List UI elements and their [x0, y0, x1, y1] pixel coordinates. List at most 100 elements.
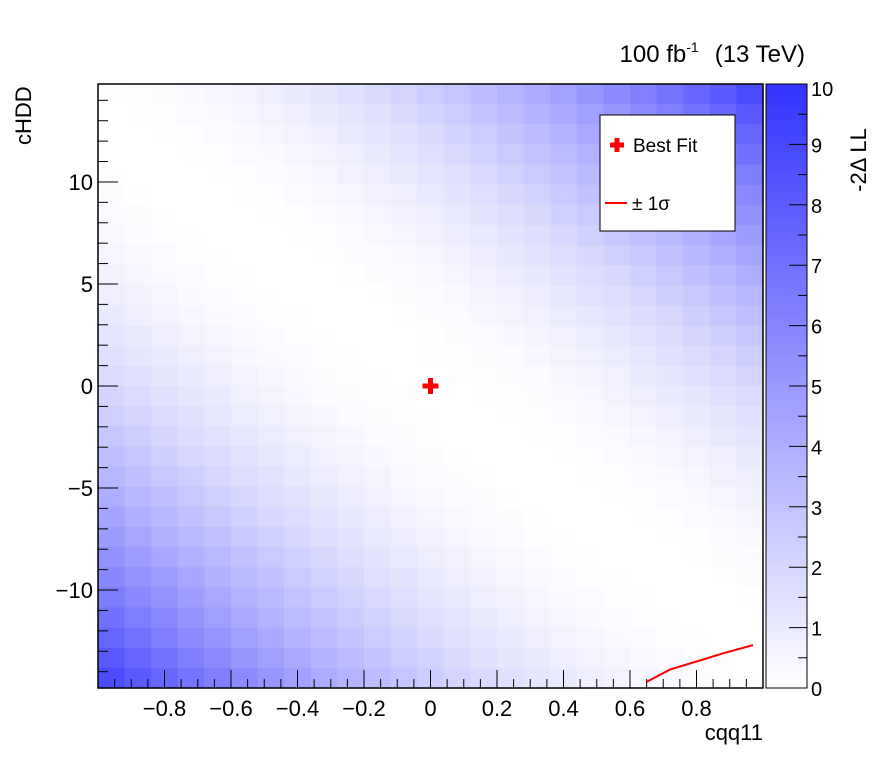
- heatmap-cell: [576, 607, 604, 629]
- heatmap-cell: [390, 345, 418, 367]
- heatmap-cell: [124, 365, 152, 387]
- contour-layer: [646, 644, 754, 683]
- heatmap-cell: [177, 567, 205, 588]
- heatmap-cell: [257, 365, 285, 387]
- heatmap-cell: [310, 164, 338, 186]
- heatmap-cell: [736, 124, 764, 145]
- heatmap-cell: [231, 285, 259, 307]
- heatmap-cell: [284, 526, 312, 548]
- heatmap-cell: [310, 506, 338, 528]
- heatmap-cell: [497, 204, 525, 226]
- heatmap-cell: [364, 526, 392, 548]
- heatmap-cell: [576, 204, 604, 226]
- heatmap-cell: [470, 406, 498, 427]
- heatmap-cell: [177, 587, 205, 609]
- heatmap-cell: [177, 607, 205, 629]
- heatmap-cell: [257, 567, 285, 588]
- heatmap-cell: [364, 607, 392, 629]
- legend: Best Fit ± 1σ: [599, 114, 736, 232]
- colorbar-tick-label: 5: [811, 377, 822, 399]
- heatmap-cell: [177, 265, 205, 286]
- heatmap-cell: [177, 184, 205, 206]
- heatmap-cell: [683, 345, 711, 367]
- lumi-exponent: -1: [686, 39, 699, 55]
- heatmap-cell: [98, 265, 126, 286]
- heatmap-cell: [656, 466, 684, 488]
- colorbar-tick-label: 10: [811, 79, 833, 101]
- heatmap-cell: [576, 526, 604, 548]
- heatmap-cell: [576, 305, 604, 327]
- y-tick-label: −5: [68, 476, 93, 501]
- heatmap-cell: [124, 526, 152, 548]
- heatmap-cell: [204, 345, 232, 367]
- heatmap-cell: [576, 627, 604, 649]
- heatmap-cell: [231, 426, 259, 447]
- heatmap-cell: [204, 426, 232, 447]
- heatmap-cell: [364, 84, 392, 105]
- heatmap-cell: [310, 84, 338, 105]
- heatmap-cell: [709, 647, 737, 669]
- heatmap-cell: [284, 627, 312, 649]
- heatmap-cell: [443, 627, 471, 649]
- heatmap-cell: [151, 325, 179, 347]
- heatmap-cell: [497, 164, 525, 186]
- heatmap-cell: [497, 547, 525, 568]
- heatmap-cell: [656, 345, 684, 367]
- heatmap-cell: [390, 567, 418, 588]
- heatmap-cell: [443, 144, 471, 166]
- bestfit-layer: [422, 378, 439, 394]
- heatmap-cell: [284, 124, 312, 145]
- heatmap-cell: [204, 486, 232, 508]
- heatmap-cell: [736, 204, 764, 226]
- heatmap-cell: [284, 365, 312, 387]
- y-tick-label: 10: [69, 170, 93, 195]
- heatmap-cell: [98, 345, 126, 367]
- heatmap-cell: [443, 506, 471, 528]
- heatmap-cell: [603, 647, 631, 669]
- heatmap-cell: [124, 587, 152, 609]
- heatmap-cell: [709, 587, 737, 609]
- heatmap-cell: [204, 567, 232, 588]
- heatmap-cell: [204, 587, 232, 609]
- heatmap-cell: [257, 184, 285, 206]
- heatmap-cell: [550, 204, 578, 226]
- heatmap-cell: [523, 365, 551, 387]
- heatmap-cell: [417, 164, 445, 186]
- heatmap-cell: [417, 526, 445, 548]
- heatmap-cell: [124, 547, 152, 568]
- heatmap-cell: [576, 325, 604, 347]
- heatmap-cell: [284, 224, 312, 246]
- heatmap-cell: [523, 426, 551, 447]
- heatmap-cell: [231, 245, 259, 266]
- heatmap-cell: [656, 647, 684, 669]
- heatmap-cell: [603, 587, 631, 609]
- heatmap-cell: [470, 345, 498, 367]
- heatmap-cell: [177, 84, 205, 105]
- heatmap-cell: [683, 607, 711, 629]
- heatmap-cell: [417, 204, 445, 226]
- heatmap-cell: [310, 224, 338, 246]
- heatmap-cell: [151, 506, 179, 528]
- heatmap-cell: [417, 104, 445, 125]
- heatmap-cell: [417, 325, 445, 347]
- heatmap-cell: [151, 184, 179, 206]
- heatmap-cell: [417, 365, 445, 387]
- heatmap-cell: [603, 547, 631, 568]
- heatmap-cell: [630, 547, 658, 568]
- heatmap-cell: [443, 386, 471, 407]
- heatmap-cell: [257, 406, 285, 427]
- heatmap-cell: [177, 204, 205, 226]
- heatmap-cell: [709, 667, 737, 689]
- heatmap-cell: [443, 547, 471, 568]
- heatmap-cell: [443, 365, 471, 387]
- heatmap-cell: [550, 627, 578, 649]
- heatmap-cell: [231, 386, 259, 407]
- x-tick-label: 0.2: [482, 696, 513, 721]
- heatmap-cell: [443, 224, 471, 246]
- heatmap-cell: [470, 486, 498, 508]
- heatmap-cell: [257, 426, 285, 447]
- heatmap-cell: [736, 567, 764, 588]
- heatmap-cell: [310, 365, 338, 387]
- heatmap-cell: [231, 104, 259, 125]
- heatmap-cell: [470, 305, 498, 327]
